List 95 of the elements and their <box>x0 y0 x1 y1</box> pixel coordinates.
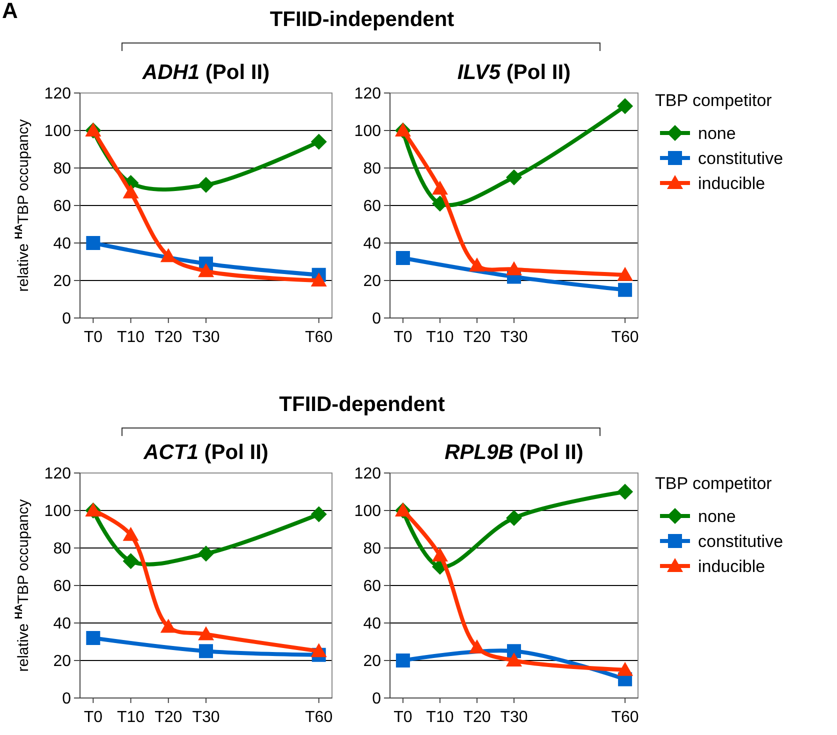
x-tick-label: T10 <box>116 329 145 346</box>
point <box>198 626 214 640</box>
x-tick-label: T30 <box>192 709 220 726</box>
x-tick-label: T10 <box>426 329 454 346</box>
point <box>122 553 139 570</box>
point <box>310 272 327 286</box>
point <box>310 506 327 522</box>
point <box>198 263 214 278</box>
x-tick-label: T10 <box>426 709 454 726</box>
y-tick-label: 120 <box>44 466 72 483</box>
y-tick-label: 60 <box>53 578 72 596</box>
x-tick-label: T30 <box>500 709 528 726</box>
point <box>468 258 485 272</box>
point <box>160 248 176 262</box>
point <box>506 261 522 276</box>
point <box>432 180 448 195</box>
y-tick-label: 40 <box>363 616 382 633</box>
y-tick-label: 100 <box>44 123 72 140</box>
y-tick-label: 20 <box>53 273 72 290</box>
point <box>617 484 634 500</box>
y-tick-label: 100 <box>354 503 382 520</box>
text: TFIID-dependent <box>279 393 445 416</box>
point <box>617 662 634 676</box>
chart-title: ACT1 (Pol II) <box>142 441 268 464</box>
legend-label: none <box>698 506 736 526</box>
y-tick-label: 20 <box>53 653 72 670</box>
y-tick-label: 40 <box>363 236 382 253</box>
legend-title: TBP competitor <box>655 91 772 110</box>
x-tick-label: T20 <box>154 709 182 726</box>
x-tick-label: T60 <box>611 709 639 726</box>
x-tick-label: T30 <box>192 329 220 346</box>
x-tick-label: T10 <box>116 709 145 726</box>
point <box>468 639 485 654</box>
point <box>86 236 100 250</box>
y-tick-label: 60 <box>363 198 382 216</box>
point <box>618 282 632 297</box>
x-tick-label: T60 <box>305 329 333 346</box>
y-tick-label: 100 <box>44 503 72 520</box>
legend-title: TBP competitor <box>655 474 772 493</box>
point <box>160 618 176 633</box>
x-tick-label: T20 <box>463 329 491 346</box>
text: TFIID-independent <box>270 8 454 31</box>
legend-label: inducible <box>698 556 766 576</box>
y-tick-label: 60 <box>53 198 72 216</box>
x-tick-label: T60 <box>305 709 333 726</box>
point <box>617 98 634 114</box>
legend-label: none <box>698 124 736 143</box>
y-tick-label: 0 <box>372 310 382 328</box>
point <box>122 184 139 198</box>
y-tick-label: 60 <box>363 578 382 596</box>
text: A <box>2 0 18 23</box>
point <box>310 134 327 150</box>
point <box>198 546 214 562</box>
point <box>396 654 410 668</box>
y-tick-label: 80 <box>53 160 72 178</box>
y-tick-label: 120 <box>44 86 72 103</box>
point <box>396 251 410 265</box>
point <box>86 631 100 645</box>
point <box>507 644 521 658</box>
point <box>506 169 522 186</box>
chart-title: ADH1 (Pol II) <box>141 61 270 84</box>
y-tick-label: 20 <box>363 653 382 670</box>
y-tick-label: 120 <box>354 466 382 483</box>
legend-label: constitutive <box>698 532 784 551</box>
x-tick-label: T0 <box>394 709 412 726</box>
y-tick-label: 80 <box>363 160 382 178</box>
x-tick-label: T0 <box>84 329 103 346</box>
y-tick-label: 100 <box>354 123 382 140</box>
chart-title: RPL9B (Pol II) <box>444 441 584 464</box>
y-tick-label: 0 <box>62 690 72 708</box>
y-tick-label: 40 <box>53 236 72 253</box>
point <box>506 510 522 526</box>
x-tick-label: T0 <box>394 329 412 346</box>
x-tick-label: T20 <box>154 329 182 346</box>
x-tick-label: T30 <box>500 329 528 346</box>
point <box>310 643 327 658</box>
point <box>198 176 214 193</box>
y-tick-label: 40 <box>53 616 72 633</box>
point <box>199 644 213 658</box>
chart-title: ILV5 (Pol II) <box>457 61 571 84</box>
y-tick-label: 0 <box>62 310 72 328</box>
y-tick-label: 80 <box>363 540 382 558</box>
point <box>506 652 522 666</box>
point <box>122 526 139 541</box>
y-tick-label: 0 <box>372 690 382 708</box>
point <box>432 548 448 562</box>
point <box>617 266 634 281</box>
x-tick-label: T60 <box>611 329 639 346</box>
x-tick-label: T0 <box>84 709 103 726</box>
x-tick-label: T20 <box>463 709 491 726</box>
y-tick-label: 80 <box>53 540 72 558</box>
y-tick-label: 120 <box>354 86 382 103</box>
y-tick-label: 20 <box>363 273 382 290</box>
legend-label: constitutive <box>698 148 784 168</box>
legend-label: inducible <box>698 174 766 193</box>
